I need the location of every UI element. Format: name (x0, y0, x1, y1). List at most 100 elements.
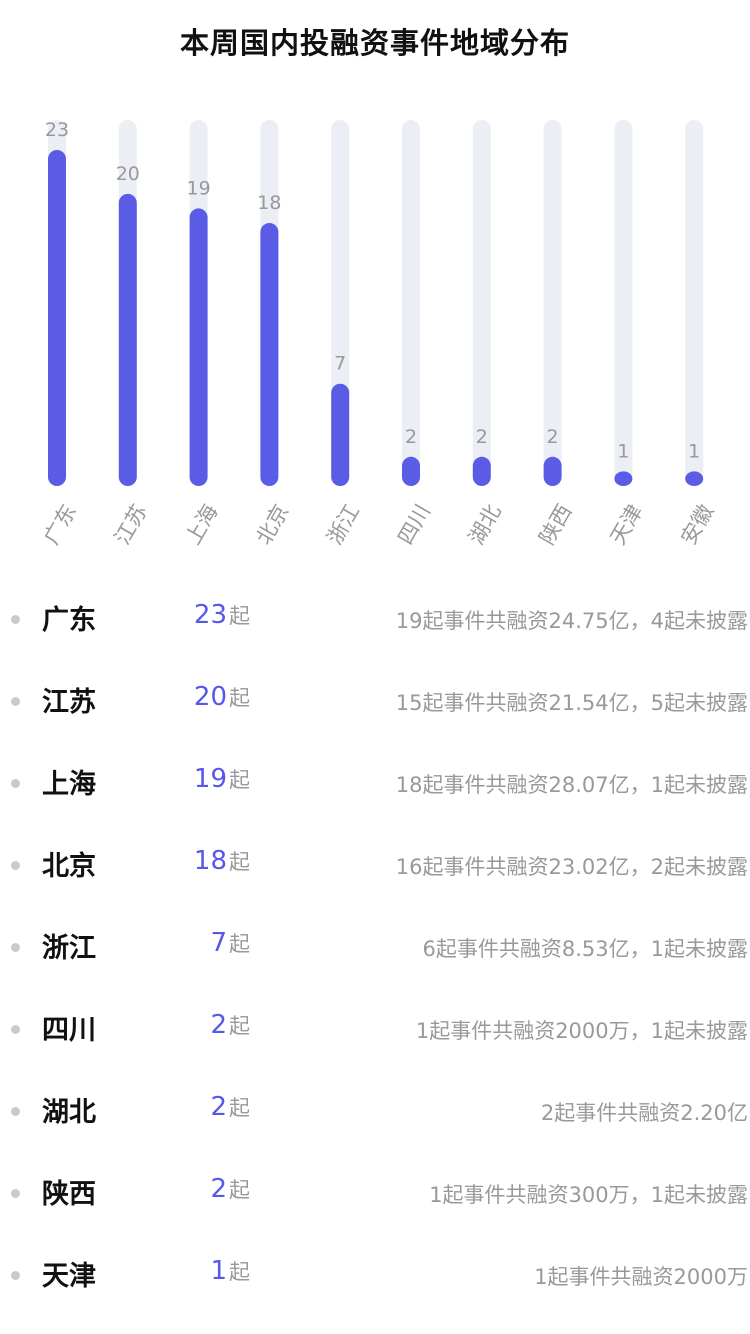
bar-value-label: 7 (334, 353, 346, 375)
bar (118, 193, 137, 486)
financing-detail: 1起事件共融资2000万，1起未披露 (415, 1019, 748, 1043)
category-label: 上海 (181, 500, 223, 548)
bar-value-label: 2 (405, 426, 417, 448)
event-count-unit: 起 (229, 1014, 250, 1038)
bar-value-label: 20 (116, 163, 140, 185)
event-count-unit: 起 (229, 932, 250, 956)
bullet-dot-icon (11, 1189, 20, 1198)
event-count-number: 2 (210, 1010, 227, 1040)
bar-track (614, 120, 633, 486)
event-count: 20起 (194, 682, 250, 712)
event-count: 2起 (210, 1092, 250, 1122)
list-item: 湖北 2起 2起事件共融资2.20亿 (0, 1070, 750, 1152)
event-count-number: 1 (210, 1256, 227, 1286)
event-count-number: 2 (210, 1174, 227, 1204)
bar-value-label: 23 (45, 119, 69, 141)
bar-value-label: 18 (257, 192, 281, 214)
financing-detail: 1起事件共融资2000万 (534, 1265, 748, 1289)
bar (189, 208, 208, 486)
bullet-dot-icon (11, 615, 20, 624)
province-name: 天津 (42, 1261, 96, 1292)
province-name: 上海 (42, 769, 96, 800)
bar-value-label: 19 (187, 177, 211, 199)
event-count-unit: 起 (229, 686, 250, 710)
event-count: 1起 (210, 1256, 250, 1286)
bar-track (472, 120, 491, 486)
list-item: 浙江 7起 6起事件共融资8.53亿，1起未披露 (0, 906, 750, 988)
event-count-unit: 起 (229, 1260, 250, 1284)
event-count: 2起 (210, 1010, 250, 1040)
category-label: 湖北 (464, 500, 506, 548)
list-item: 上海 19起 18起事件共融资28.07亿，1起未披露 (0, 742, 750, 824)
bar-value-label: 1 (688, 440, 700, 462)
category-label: 江苏 (110, 500, 152, 548)
event-count-unit: 起 (229, 768, 250, 792)
bar-track (402, 120, 420, 486)
event-count-number: 2 (210, 1092, 227, 1122)
list-item: 四川 2起 1起事件共融资2000万，1起未披露 (0, 988, 750, 1070)
bar-value-label: 2 (476, 426, 488, 448)
event-count-number: 18 (193, 846, 227, 876)
province-name: 陕西 (42, 1179, 96, 1210)
bullet-dot-icon (11, 1271, 20, 1280)
list-item: 北京 18起 16起事件共融资23.02亿，2起未披露 (0, 824, 750, 906)
financing-detail: 19起事件共融资24.75亿，4起未披露 (395, 609, 748, 633)
financing-detail: 1起事件共融资300万，1起未披露 (429, 1183, 748, 1207)
event-count-unit: 起 (229, 1178, 250, 1202)
event-count: 23起 (194, 600, 250, 630)
bar-value-label: 1 (617, 440, 629, 462)
province-name: 广东 (42, 605, 96, 636)
bar (472, 456, 491, 486)
bar-track (543, 120, 562, 486)
event-count: 18起 (194, 846, 250, 876)
bullet-dot-icon (11, 1025, 20, 1034)
event-count: 2起 (210, 1174, 250, 1204)
list-item: 江苏 20起 15起事件共融资21.54亿，5起未披露 (0, 660, 750, 742)
province-name: 浙江 (42, 933, 96, 964)
bar-track (685, 120, 704, 486)
bar (260, 223, 279, 487)
financing-detail: 2起事件共融资2.20亿 (540, 1101, 748, 1125)
bar-chart: 23 广东 20 江苏 19 上海 18 北京 7 浙江 2 四川 2 湖北 2 陕西 1 天津 1 安徽 (39, 119, 718, 549)
list-item: 陕西 2起 1起事件共融资300万，1起未披露 (0, 1152, 750, 1234)
category-label: 安徽 (676, 500, 718, 548)
list-item: 天津 1起 1起事件共融资2000万 (0, 1234, 750, 1316)
bullet-dot-icon (11, 943, 20, 952)
event-count-unit: 起 (229, 604, 250, 628)
province-name: 江苏 (42, 687, 96, 718)
event-count: 19起 (194, 764, 250, 794)
province-name: 四川 (42, 1015, 96, 1046)
category-label: 四川 (393, 500, 435, 548)
bullet-dot-icon (11, 861, 20, 870)
event-count-number: 20 (193, 682, 227, 712)
category-label: 陕西 (535, 500, 577, 548)
category-label: 广东 (39, 500, 81, 548)
category-label: 北京 (252, 500, 294, 548)
bar (331, 383, 350, 486)
bar (614, 471, 633, 486)
bar (48, 150, 66, 486)
province-name: 北京 (42, 851, 96, 882)
bar (543, 456, 562, 486)
category-label: 浙江 (322, 500, 364, 548)
bullet-dot-icon (11, 779, 20, 788)
financing-detail: 6起事件共融资8.53亿，1起未披露 (422, 937, 748, 961)
list-item: 广东 23起 19起事件共融资24.75亿，4起未披露 (0, 578, 750, 660)
bullet-dot-icon (11, 1107, 20, 1116)
province-name: 湖北 (42, 1097, 96, 1128)
category-label: 天津 (606, 500, 648, 548)
event-count-unit: 起 (229, 850, 250, 874)
event-count-number: 23 (193, 600, 227, 630)
bar-value-label: 2 (547, 426, 559, 448)
event-count-number: 7 (210, 928, 227, 958)
bar (685, 471, 704, 486)
event-count-number: 19 (193, 764, 227, 794)
bullet-dot-icon (11, 697, 20, 706)
bar (402, 456, 420, 486)
chart-title: 本周国内投融资事件地域分布 (179, 26, 570, 60)
event-count: 7起 (210, 928, 250, 958)
financing-detail: 18起事件共融资28.07亿，1起未披露 (395, 773, 748, 797)
financing-detail: 16起事件共融资23.02亿，2起未披露 (395, 855, 748, 879)
event-count-unit: 起 (229, 1096, 250, 1120)
financing-detail: 15起事件共融资21.54亿，5起未披露 (395, 691, 748, 715)
